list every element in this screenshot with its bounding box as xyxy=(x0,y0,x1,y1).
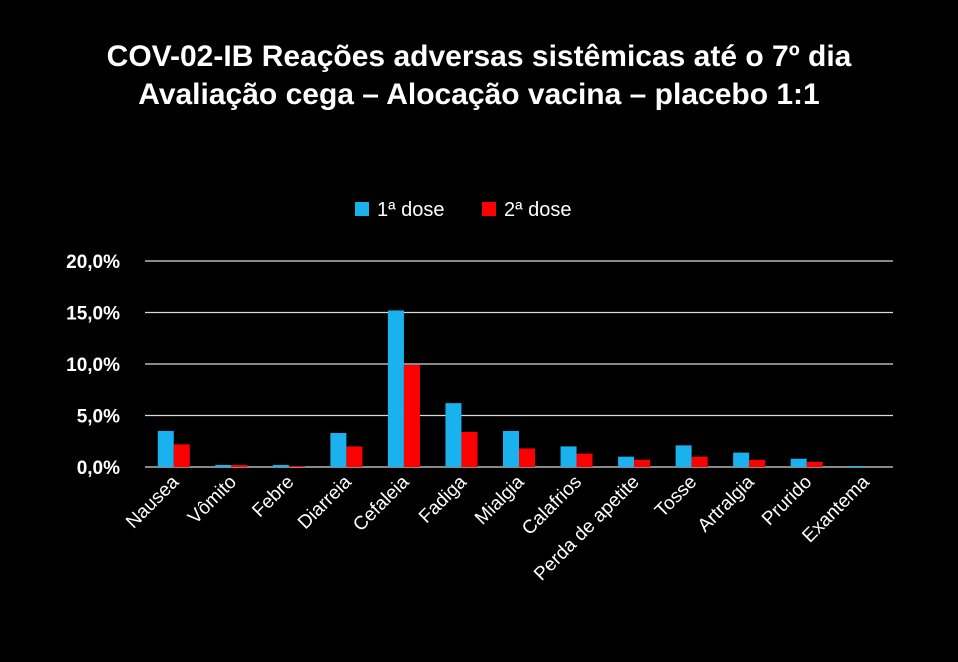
x-tick-label: Diarreia xyxy=(294,471,356,533)
bar-dose2 xyxy=(519,448,535,467)
bar-dose2 xyxy=(288,465,305,467)
x-tick-label: Artralgia xyxy=(694,471,759,536)
bar-dose1 xyxy=(503,430,519,467)
bar-dose2 xyxy=(231,464,248,467)
y-axis-ticks: 0,0% 5,0% 10,0% 15,0% 20,0% xyxy=(66,252,120,479)
bar-dose2 xyxy=(576,453,593,467)
bar-dose1 xyxy=(848,465,865,467)
bar-dose1 xyxy=(330,433,347,467)
bars xyxy=(157,310,865,467)
x-tick-label: Mialgia xyxy=(471,471,529,529)
x-tick-label: Vômito xyxy=(184,472,241,529)
bar-dose2 xyxy=(634,459,651,467)
x-tick-label: Perda de apetite xyxy=(530,472,643,585)
x-tick-label: Fadiga xyxy=(415,471,471,527)
legend-label: 1ª dose xyxy=(377,199,444,221)
bar-dose1 xyxy=(790,458,807,467)
legend-swatch xyxy=(355,202,369,216)
y-tick-label: 5,0% xyxy=(77,407,120,428)
bar-dose2 xyxy=(173,444,190,467)
chart-title-block: COV-02-IB Reações adversas sistêmicas at… xyxy=(0,38,958,114)
bar-dose2 xyxy=(403,365,420,467)
bar-dose2 xyxy=(346,446,363,467)
y-tick-label: 0,0% xyxy=(77,458,120,479)
bar-dose2 xyxy=(806,461,823,467)
legend: 1ª dose 2ª dose xyxy=(355,199,571,221)
bar-dose1 xyxy=(675,445,692,467)
bar-dose1 xyxy=(445,403,462,467)
chart-title: COV-02-IB Reações adversas sistêmicas at… xyxy=(106,40,852,73)
legend-label: 2ª dose xyxy=(504,199,571,221)
bar-dose1 xyxy=(733,452,750,467)
bar-dose2 xyxy=(691,456,708,467)
legend-swatch xyxy=(482,202,496,216)
bar-dose1 xyxy=(618,456,635,467)
bar-dose1 xyxy=(387,310,404,467)
y-tick-label: 20,0% xyxy=(66,252,120,273)
x-tick-label: Cefaleia xyxy=(349,471,413,535)
x-tick-label: Febre xyxy=(248,472,298,522)
x-tick-label: Prurido xyxy=(758,472,816,530)
bar-dose1 xyxy=(272,464,289,467)
bar-dose1 xyxy=(215,464,232,467)
x-tick-label: Tosse xyxy=(651,472,701,522)
bar-dose1 xyxy=(560,446,577,467)
bar-dose2 xyxy=(749,459,766,467)
bar-dose1 xyxy=(157,430,174,467)
y-tick-label: 10,0% xyxy=(66,355,120,376)
y-tick-label: 15,0% xyxy=(66,304,120,325)
x-tick-label: Nausea xyxy=(122,471,183,532)
bar-dose2 xyxy=(461,431,478,467)
chart-subtitle: Avaliação cega – Alocação vacina – place… xyxy=(138,78,820,111)
